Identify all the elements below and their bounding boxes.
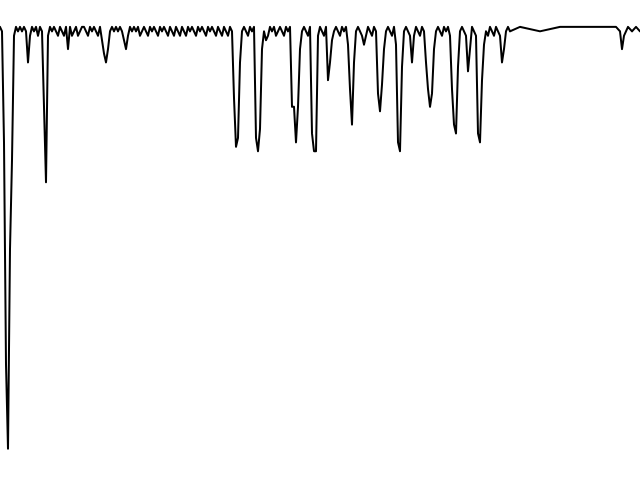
series-line-0 — [0, 25, 640, 450]
plot-area — [0, 25, 640, 450]
